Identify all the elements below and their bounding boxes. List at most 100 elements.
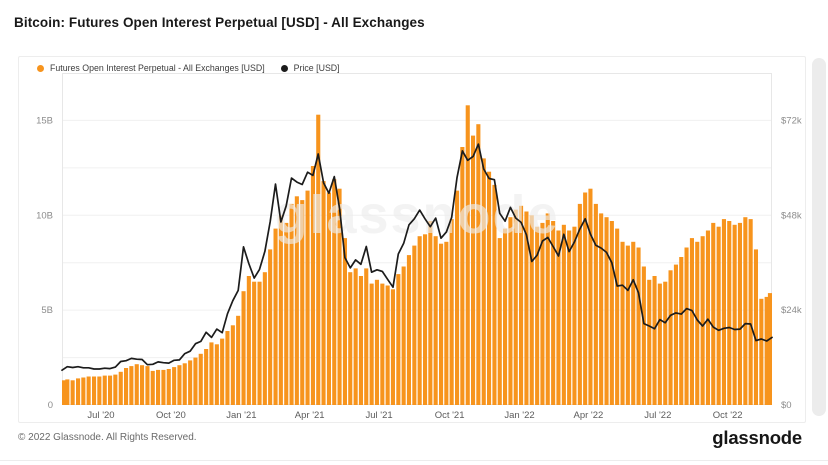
- oi-bar: [449, 219, 454, 405]
- oi-bar: [625, 245, 630, 405]
- oi-bar: [599, 213, 604, 405]
- oi-bar: [284, 222, 289, 405]
- vertical-scrollbar[interactable]: [812, 58, 826, 416]
- oi-bar: [396, 274, 401, 405]
- oi-bar: [588, 188, 593, 405]
- oi-bar: [767, 293, 772, 405]
- oi-bar: [460, 147, 465, 405]
- oi-bar: [540, 222, 545, 405]
- oi-bar: [257, 281, 262, 405]
- oi-bar: [748, 219, 753, 405]
- oi-bar: [193, 357, 198, 405]
- oi-bar: [679, 257, 684, 405]
- oi-bar: [663, 281, 668, 405]
- oi-bar: [166, 369, 171, 405]
- oi-bar: [705, 230, 710, 405]
- oi-bar: [764, 296, 769, 405]
- oi-bar: [519, 205, 524, 405]
- oi-bar: [316, 114, 321, 405]
- oi-bar: [508, 217, 513, 405]
- oi-bar: [412, 245, 417, 405]
- oi-bar: [444, 241, 449, 405]
- legend-item-open-interest[interactable]: Futures Open Interest Perpetual - All Ex…: [37, 63, 265, 73]
- y-axis-label-left: 15B: [36, 115, 53, 126]
- oi-bar: [294, 196, 299, 405]
- oi-bar: [204, 349, 209, 405]
- oi-bar: [513, 209, 518, 405]
- oi-bar: [428, 221, 433, 405]
- oi-bar: [70, 380, 75, 405]
- price-legend-label: Price [USD]: [293, 63, 340, 73]
- oi-bar: [76, 378, 81, 405]
- oi-bar: [129, 366, 134, 405]
- oi-bar: [647, 279, 652, 405]
- oi-bar: [273, 228, 278, 405]
- oi-bar: [252, 281, 257, 405]
- x-axis-label: Oct '22: [713, 410, 743, 421]
- x-axis-label: Jul '20: [87, 410, 114, 421]
- oi-bar: [652, 276, 657, 405]
- oi-bar: [455, 190, 460, 405]
- price-legend-dot: [280, 64, 288, 72]
- oi-bar: [535, 226, 540, 405]
- y-axis-label-left: 5B: [41, 305, 53, 316]
- oi-bar: [161, 369, 166, 405]
- oi-bar: [156, 369, 161, 405]
- oi-bar: [567, 230, 572, 405]
- oi-bar: [423, 234, 428, 405]
- oi-bar: [97, 376, 102, 405]
- x-axis-label: Jan '21: [226, 410, 256, 421]
- oi-bar: [620, 241, 625, 405]
- chart-legend: Futures Open Interest Perpetual - All Ex…: [37, 63, 340, 73]
- x-axis-label: Apr '22: [573, 410, 603, 421]
- oi-bar: [487, 171, 492, 405]
- oi-bar: [305, 190, 310, 405]
- oi-bar: [481, 158, 486, 405]
- oi-bar: [737, 222, 742, 405]
- copyright-text: © 2022 Glassnode. All Rights Reserved.: [18, 432, 197, 443]
- oi-bar: [572, 226, 577, 405]
- oi-bar: [716, 226, 721, 405]
- oi-bar: [492, 184, 497, 405]
- oi-bar: [220, 338, 225, 405]
- y-axis-label-left: 0: [48, 400, 53, 411]
- y-axis-label-right: $24k: [781, 305, 802, 316]
- oi-bar: [561, 224, 566, 405]
- oi-bar: [342, 238, 347, 405]
- y-axis-label-right: $0: [781, 400, 792, 411]
- oi-bar: [636, 247, 641, 405]
- oi-bar: [358, 276, 363, 405]
- oi-bar: [353, 268, 358, 405]
- x-axis-label: Jul '21: [366, 410, 393, 421]
- oi-bar: [593, 203, 598, 405]
- oi-bar: [577, 203, 582, 405]
- page-title: Bitcoin: Futures Open Interest Perpetual…: [14, 15, 425, 30]
- oi-bar: [124, 368, 129, 405]
- oi-bar: [529, 215, 534, 405]
- oi-bar: [236, 315, 241, 405]
- x-axis-label: Jan '22: [504, 410, 534, 421]
- oi-bar: [465, 105, 470, 406]
- oi-bar: [556, 230, 561, 405]
- oi-bar: [727, 221, 732, 405]
- oi-bar: [641, 266, 646, 405]
- oi-bar: [668, 270, 673, 405]
- chart-card: Futures Open Interest Perpetual - All Ex…: [18, 56, 806, 423]
- legend-item-price[interactable]: Price [USD]: [280, 63, 340, 73]
- oi-bar: [609, 221, 614, 405]
- oi-bar: [753, 249, 758, 405]
- oi-bar: [721, 219, 726, 405]
- oi-legend-dot: [37, 64, 44, 72]
- oi-bar: [476, 124, 481, 405]
- oi-bar: [310, 166, 315, 405]
- page-divider: [0, 460, 828, 461]
- plot-frame: [62, 73, 772, 405]
- oi-bar: [433, 236, 438, 405]
- oi-bar: [172, 367, 177, 405]
- oi-bar: [140, 365, 145, 405]
- glassnode-wordmark[interactable]: glassnode: [712, 427, 802, 448]
- oi-bar: [118, 371, 123, 405]
- oi-bar: [177, 365, 182, 405]
- oi-bar: [81, 377, 86, 405]
